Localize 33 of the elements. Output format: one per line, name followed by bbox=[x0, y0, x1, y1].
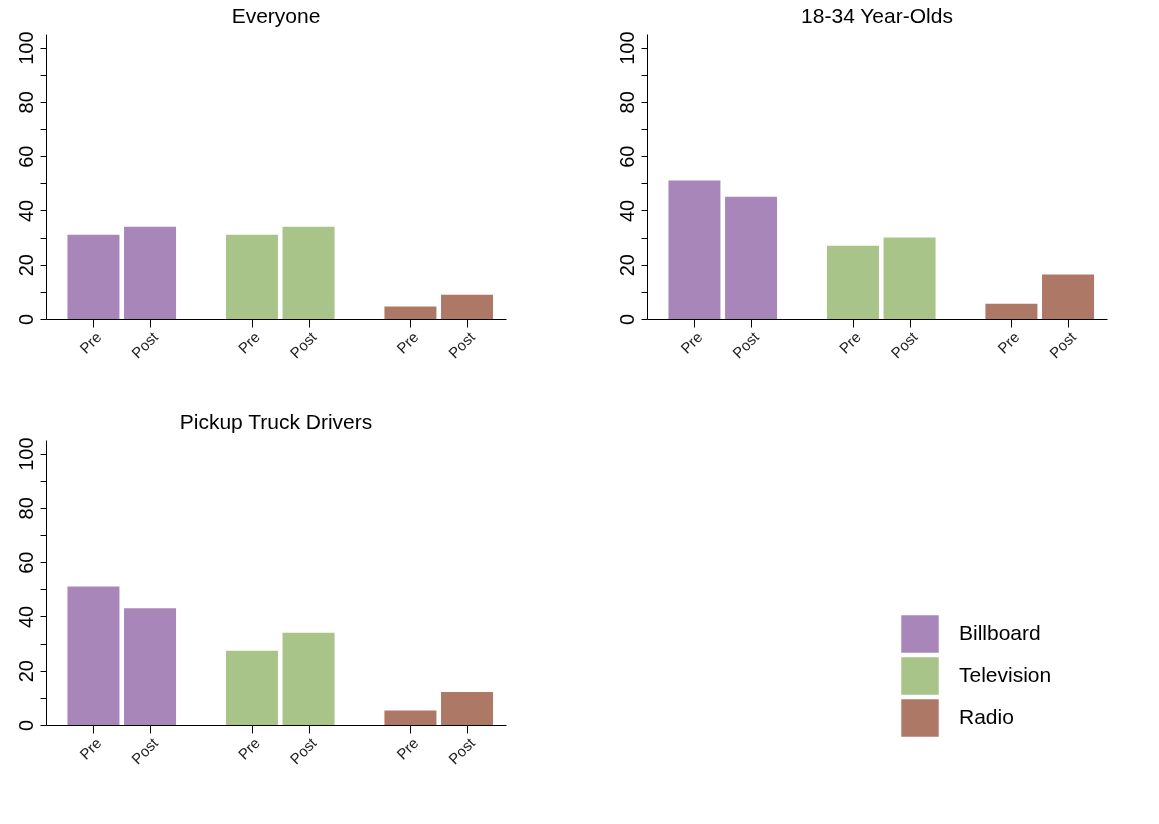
y-tick-label: 80 bbox=[615, 91, 638, 114]
chart-title: Everyone bbox=[231, 3, 321, 27]
y-tick-label: 40 bbox=[14, 605, 37, 629]
x-tick-label: Pre bbox=[234, 734, 264, 763]
legend-label: Television bbox=[959, 663, 1052, 686]
legend-label: Radio bbox=[959, 705, 1014, 728]
legend-label: Billboard bbox=[959, 621, 1041, 644]
y-tick-label: 80 bbox=[14, 497, 37, 520]
y-tick-label: 20 bbox=[615, 254, 638, 277]
x-tick-label: Pre bbox=[234, 328, 264, 357]
y-tick-label: 40 bbox=[14, 199, 37, 223]
y-tick-label: 60 bbox=[14, 145, 37, 168]
y-tick-label: 20 bbox=[14, 254, 37, 277]
y-tick-label: 80 bbox=[14, 91, 37, 114]
chart-title: Pickup Truck Drivers bbox=[179, 409, 373, 433]
y-tick-label: 100 bbox=[14, 437, 37, 471]
y-tick-label: 20 bbox=[14, 660, 37, 683]
y-tick-label: 100 bbox=[615, 31, 638, 65]
y-tick-label: 0 bbox=[615, 313, 638, 326]
y-tick-label: 60 bbox=[615, 145, 638, 168]
x-tick-label: Pre bbox=[76, 328, 105, 357]
x-tick-label: Pre bbox=[677, 328, 706, 357]
y-tick-label: 60 bbox=[14, 551, 37, 574]
chart-title: 18-34 Year-Olds bbox=[801, 3, 953, 27]
x-tick-label: Pre bbox=[76, 734, 105, 763]
y-tick-label: 40 bbox=[615, 199, 638, 223]
y-tick-label: 100 bbox=[14, 31, 37, 65]
y-tick-label: 0 bbox=[14, 313, 37, 326]
x-tick-label: Pre bbox=[393, 328, 422, 357]
x-tick-label: Pre bbox=[393, 734, 422, 763]
x-tick-label: Pre bbox=[835, 328, 865, 357]
y-tick-label: 0 bbox=[14, 719, 37, 732]
x-tick-label: Pre bbox=[994, 328, 1023, 357]
